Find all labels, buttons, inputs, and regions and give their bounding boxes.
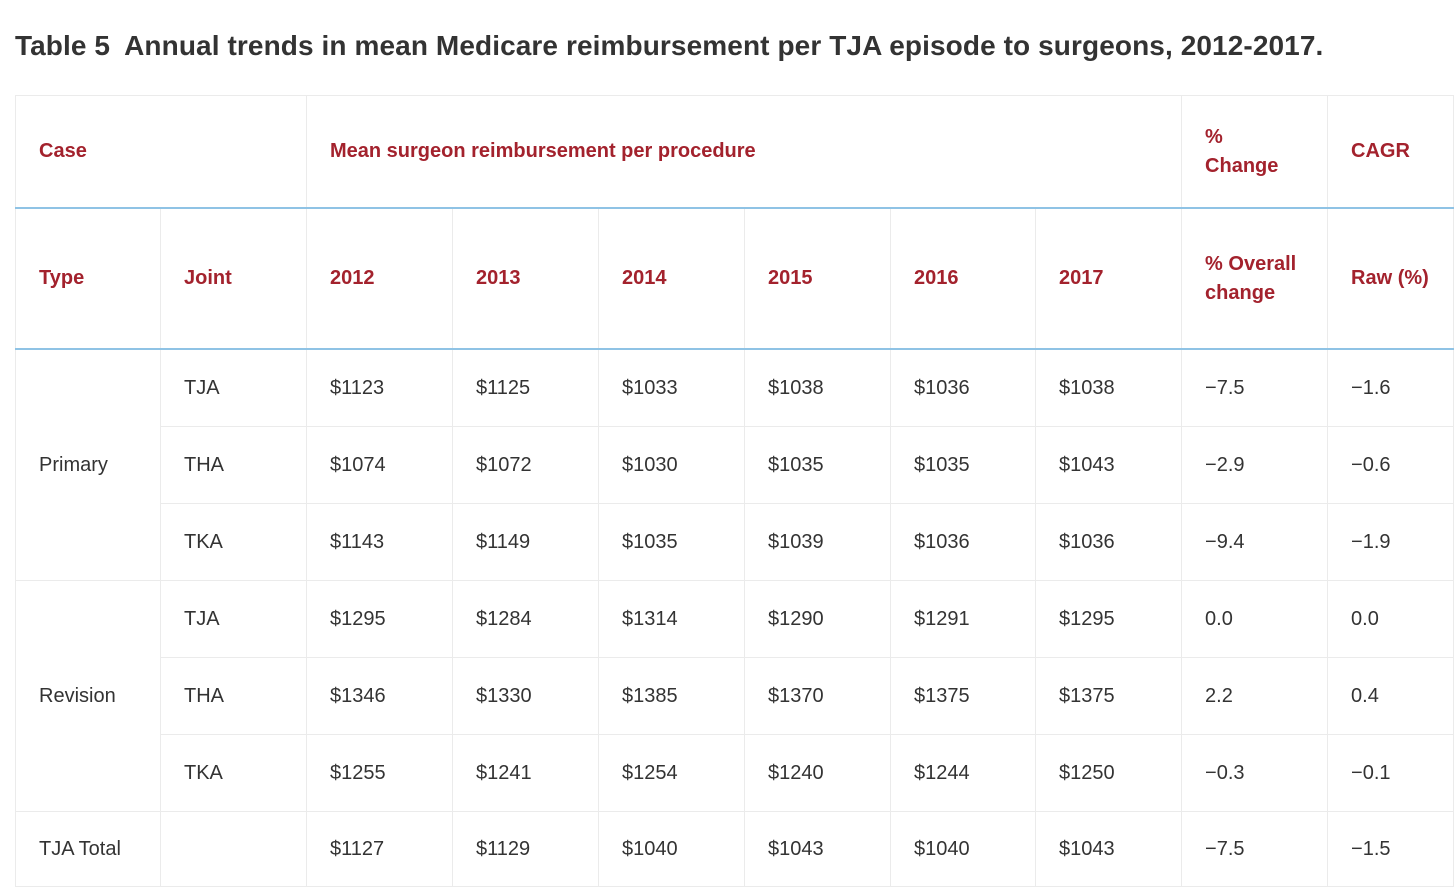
reimbursement-cell: $1149 bbox=[452, 503, 599, 581]
header-percent-change: % Change bbox=[1181, 95, 1329, 209]
header-overall-change: % Overall change bbox=[1181, 207, 1329, 350]
header-year: 2013 bbox=[452, 207, 599, 350]
header-cagr: CAGR bbox=[1327, 95, 1455, 209]
reimbursement-cell: $1036 bbox=[890, 348, 1036, 427]
reimbursement-cell: $1043 bbox=[744, 811, 891, 887]
overall-change-cell: 0.0 bbox=[1181, 580, 1329, 658]
reimbursement-cell: $1038 bbox=[744, 348, 891, 427]
reimbursement-cell: $1291 bbox=[890, 580, 1036, 658]
reimbursement-cell: $1290 bbox=[744, 580, 891, 658]
reimbursement-cell: $1385 bbox=[598, 657, 745, 735]
overall-change-cell: −7.5 bbox=[1181, 348, 1329, 427]
header-percent-change-line2: Change bbox=[1205, 154, 1279, 177]
header-joint: Joint bbox=[160, 207, 307, 350]
reimbursement-cell: $1036 bbox=[890, 503, 1036, 581]
reimbursement-cell: $1036 bbox=[1034, 503, 1183, 581]
overall-change-cell: −7.5 bbox=[1181, 811, 1329, 887]
header-mean-reimbursement: Mean surgeon reimbursement per procedure bbox=[305, 95, 1183, 209]
joint-cell bbox=[160, 811, 307, 887]
header-overall-change-line2: change bbox=[1205, 281, 1276, 304]
joint-cell: TKA bbox=[160, 734, 307, 812]
header-year: 2016 bbox=[890, 207, 1036, 350]
header-case: Case bbox=[15, 95, 307, 209]
reimbursement-cell: $1127 bbox=[306, 811, 453, 887]
reimbursement-cell: $1375 bbox=[1034, 657, 1183, 735]
reimbursement-cell: $1040 bbox=[890, 811, 1036, 887]
joint-cell: TJA bbox=[160, 348, 307, 427]
reimbursement-cell: $1254 bbox=[598, 734, 745, 812]
reimbursement-cell: $1123 bbox=[306, 348, 453, 427]
reimbursement-cell: $1250 bbox=[1034, 734, 1183, 812]
reimbursement-cell: $1129 bbox=[452, 811, 599, 887]
joint-cell: TKA bbox=[160, 503, 307, 581]
cagr-raw-cell: −0.6 bbox=[1327, 426, 1455, 504]
reimbursement-cell: $1295 bbox=[306, 580, 453, 658]
header-raw: Raw (%) bbox=[1327, 207, 1455, 350]
header-row-columns: Type Joint 2012 2013 2014 2015 2016 2017% Ove… bbox=[15, 207, 1455, 350]
header-percent-change-line1: % bbox=[1205, 125, 1223, 148]
joint-cell: THA bbox=[160, 657, 307, 735]
reimbursement-cell: $1244 bbox=[890, 734, 1036, 812]
reimbursement-cell: $1241 bbox=[452, 734, 599, 812]
overall-change-cell: −0.3 bbox=[1181, 734, 1329, 812]
case-type-cell: Primary bbox=[15, 348, 161, 581]
cagr-raw-cell: 0.0 bbox=[1327, 580, 1455, 658]
reimbursement-cell: $1370 bbox=[744, 657, 891, 735]
table-row: Revision TJA $1295 $1284 $1314 $1290 $1291 $129… bbox=[15, 580, 1455, 812]
table-row-total: TJA Total $1127 $1129 $1040 $1043 $1040 $1043−… bbox=[15, 811, 1455, 887]
reimbursement-cell: $1033 bbox=[598, 348, 745, 427]
reimbursement-cell: $1043 bbox=[1034, 811, 1183, 887]
reimbursement-cell: $1039 bbox=[744, 503, 891, 581]
table-body: Primary TJA $1123 $1125 $1033 $1038 $1036 $1038… bbox=[15, 348, 1455, 887]
table-label: Table 5 bbox=[15, 30, 111, 61]
reimbursement-cell: $1240 bbox=[744, 734, 891, 812]
cagr-raw-cell: −0.1 bbox=[1327, 734, 1455, 812]
reimbursement-cell: $1125 bbox=[452, 348, 599, 427]
cagr-raw-cell: −1.6 bbox=[1327, 348, 1455, 427]
case-type-cell: TJA Total bbox=[15, 811, 161, 887]
reimbursement-cell: $1346 bbox=[306, 657, 453, 735]
reimbursement-cell: $1284 bbox=[452, 580, 599, 658]
table-row: Primary TJA $1123 $1125 $1033 $1038 $1036 $1038… bbox=[15, 348, 1455, 581]
header-year: 2014 bbox=[598, 207, 745, 350]
reimbursement-cell: $1030 bbox=[598, 426, 745, 504]
overall-change-cell: 2.2 bbox=[1181, 657, 1329, 735]
data-table: Case Mean surgeon reimbursement per proc… bbox=[15, 95, 1455, 887]
reimbursement-cell: $1143 bbox=[306, 503, 453, 581]
joint-cell: THA bbox=[160, 426, 307, 504]
table-caption: Annual trends in mean Medicare reimburse… bbox=[124, 30, 1324, 61]
table-row: THA $1074 $1072 $1030 $1035 $1035 $1043 −2.9 −0.… bbox=[16, 426, 1455, 504]
overall-change-cell: −9.4 bbox=[1181, 503, 1329, 581]
reimbursement-cell: $1043 bbox=[1034, 426, 1183, 504]
reimbursement-cell: $1074 bbox=[306, 426, 453, 504]
overall-change-cell: −2.9 bbox=[1181, 426, 1329, 504]
reimbursement-cell: $1035 bbox=[744, 426, 891, 504]
table-row: THA $1346 $1330 $1385 $1370 $1375 $1375 2.2 0.4 bbox=[16, 657, 1455, 735]
reimbursement-cell: $1040 bbox=[598, 811, 745, 887]
table-row: TKA $1143 $1149 $1035 $1039 $1036 $1036 −9.4 −1.… bbox=[16, 503, 1455, 581]
reimbursement-cell: $1295 bbox=[1034, 580, 1183, 658]
reimbursement-cell: $1375 bbox=[890, 657, 1036, 735]
header-overall-change-line1: % Overall bbox=[1205, 252, 1297, 275]
reimbursement-cell: $1314 bbox=[598, 580, 745, 658]
case-type-cell: Revision bbox=[15, 580, 161, 812]
reimbursement-cell: $1072 bbox=[452, 426, 599, 504]
table-row: TKA $1255 $1241 $1254 $1240 $1244 $1250 −0.3 −0.… bbox=[16, 734, 1455, 812]
header-row-group: Case Mean surgeon reimbursement per proc… bbox=[15, 95, 1455, 209]
header-year: 2017 bbox=[1034, 207, 1183, 350]
header-year: 2012 bbox=[306, 207, 453, 350]
cagr-raw-cell: −1.5 bbox=[1327, 811, 1455, 887]
header-type: Type bbox=[15, 207, 161, 350]
reimbursement-cell: $1255 bbox=[306, 734, 453, 812]
header-year: 2015 bbox=[744, 207, 891, 350]
page-title: Table 5 Annual trends in mean Medicare re… bbox=[15, 30, 1323, 62]
reimbursement-cell: $1330 bbox=[452, 657, 599, 735]
cagr-raw-cell: 0.4 bbox=[1327, 657, 1455, 735]
cagr-raw-cell: −1.9 bbox=[1327, 503, 1455, 581]
joint-cell: TJA bbox=[160, 580, 307, 658]
reimbursement-cell: $1035 bbox=[598, 503, 745, 581]
reimbursement-cell: $1038 bbox=[1034, 348, 1183, 427]
reimbursement-cell: $1035 bbox=[890, 426, 1036, 504]
